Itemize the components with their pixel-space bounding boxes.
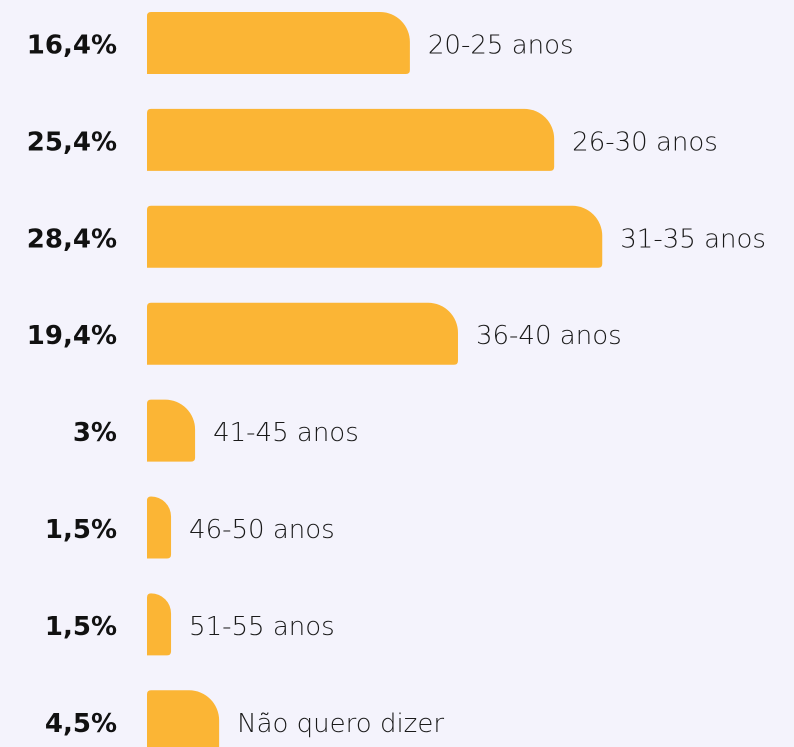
bar [147,12,410,74]
bar [147,108,555,171]
category-label: 20-25 anos [428,31,574,61]
value-label: 1,5% [45,515,117,545]
category-label: 36-40 anos [476,321,622,351]
bar [147,593,172,656]
bar [147,399,196,462]
category-label: 26-30 anos [572,127,718,157]
bar [147,205,603,268]
value-label: 25,4% [27,127,117,157]
value-label: 16,4% [27,31,117,61]
bar [147,690,220,747]
category-label: Não quero dizer [237,709,444,739]
category-label: 51-55 anos [189,612,335,642]
bar [147,302,458,365]
category-label: 46-50 anos [189,515,335,545]
category-label: 31-35 anos [620,224,766,254]
value-label: 4,5% [45,709,117,739]
value-label: 28,4% [27,224,117,254]
value-label: 3% [73,418,117,448]
bar [147,496,172,559]
value-label: 1,5% [45,612,117,642]
value-label: 19,4% [27,321,117,351]
category-label: 41-45 anos [213,418,359,448]
